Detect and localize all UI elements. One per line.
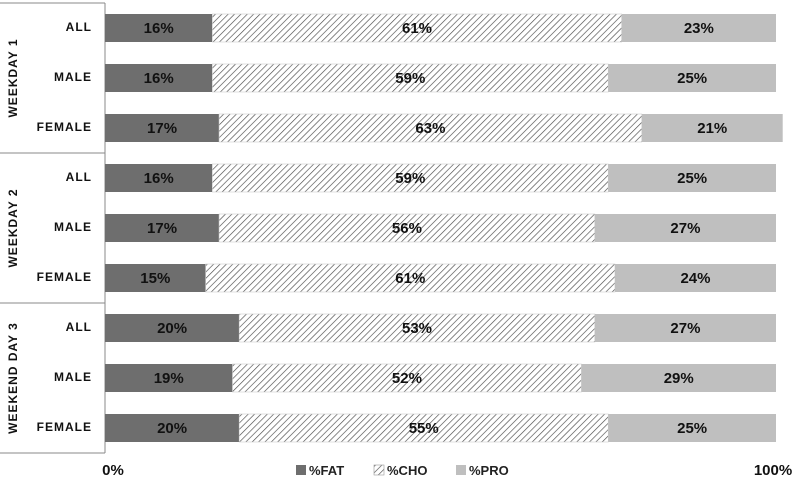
bar-segment-cho — [205, 263, 616, 293]
category-label: FEMALE — [37, 120, 92, 134]
data-label: 59% — [395, 70, 425, 87]
data-label: 25% — [677, 420, 707, 437]
bar-segment-cho — [238, 413, 609, 443]
data-label: 17% — [147, 220, 177, 237]
legend-swatch — [296, 465, 306, 475]
data-label: 61% — [402, 20, 432, 37]
axis-labels: WEEKDAY 1 WEEKDAY 2 WEEKEND DAY 3 ALL MALE FE… — [6, 20, 792, 479]
bar-segment-pro — [641, 114, 783, 142]
category-label: MALE — [54, 370, 92, 384]
category-label: FEMALE — [37, 420, 92, 434]
bar-segment-cho — [212, 163, 609, 193]
bar-segment-fat — [105, 364, 233, 392]
data-label: 21% — [697, 120, 727, 137]
bar-segment-fat — [105, 64, 213, 92]
legend-label: %FAT — [309, 463, 344, 478]
bar-segment-fat — [105, 414, 240, 442]
bar-segment-cho — [232, 363, 582, 393]
category-label: ALL — [66, 320, 92, 334]
data-label: 20% — [157, 320, 187, 337]
category-label: ALL — [66, 170, 92, 184]
bar-segment-cho — [238, 313, 596, 343]
bar-segment-pro — [608, 164, 776, 192]
data-label: 63% — [415, 120, 445, 137]
legend-label: %CHO — [387, 463, 427, 478]
bar-segment-cho — [212, 13, 622, 43]
data-label: 56% — [392, 220, 422, 237]
bar-segment-fat — [105, 14, 213, 42]
data-label: 61% — [395, 270, 425, 287]
data-label: 16% — [144, 70, 174, 87]
data-label: 53% — [402, 320, 432, 337]
bar-segment-pro — [594, 214, 776, 242]
group-label: WEEKDAY 2 — [6, 188, 20, 267]
bars: 16% 61% 23% 16% 59% 25% 17% 63% 21% 16% 59% 25% 17% 5… — [105, 13, 783, 443]
category-label: MALE — [54, 70, 92, 84]
data-label: 27% — [670, 320, 700, 337]
bar-segment-fat — [105, 114, 220, 142]
bar-segment-pro — [621, 14, 776, 42]
bar-segment-cho — [218, 213, 596, 243]
x-tick-label: 100% — [754, 462, 792, 479]
group-label: WEEKEND DAY 3 — [6, 322, 20, 434]
group-label: WEEKDAY 1 — [6, 38, 20, 117]
bar-segment-fat — [105, 314, 240, 342]
bar-segment-pro — [594, 314, 776, 342]
data-label: 15% — [140, 270, 170, 287]
data-label: 16% — [144, 20, 174, 37]
bar-segment-fat — [105, 264, 206, 292]
data-label: 29% — [664, 370, 694, 387]
category-label: FEMALE — [37, 270, 92, 284]
data-label: 20% — [157, 420, 187, 437]
data-label: 19% — [154, 370, 184, 387]
data-label: 55% — [409, 420, 439, 437]
data-label: 25% — [677, 170, 707, 187]
data-label: 24% — [680, 270, 710, 287]
bar-segment-pro — [608, 64, 776, 92]
bar-segment-fat — [105, 164, 213, 192]
x-tick-label: 0% — [102, 462, 124, 479]
bar-segment-cho — [218, 113, 643, 143]
legend: %FAT %CHO %PRO — [296, 463, 509, 478]
category-label: MALE — [54, 220, 92, 234]
legend-swatch — [373, 464, 385, 476]
data-label: 17% — [147, 120, 177, 137]
bar-segment-pro — [608, 414, 776, 442]
bar-segment-fat — [105, 214, 220, 242]
bar-segment-pro — [614, 264, 776, 292]
legend-swatch — [456, 465, 466, 475]
data-label: 25% — [677, 70, 707, 87]
category-label: ALL — [66, 20, 92, 34]
bar-segment-pro — [581, 364, 776, 392]
data-label: 59% — [395, 170, 425, 187]
data-label: 23% — [684, 20, 714, 37]
legend-label: %PRO — [469, 463, 509, 478]
data-label: 52% — [392, 370, 422, 387]
data-label: 27% — [670, 220, 700, 237]
data-label: 16% — [144, 170, 174, 187]
